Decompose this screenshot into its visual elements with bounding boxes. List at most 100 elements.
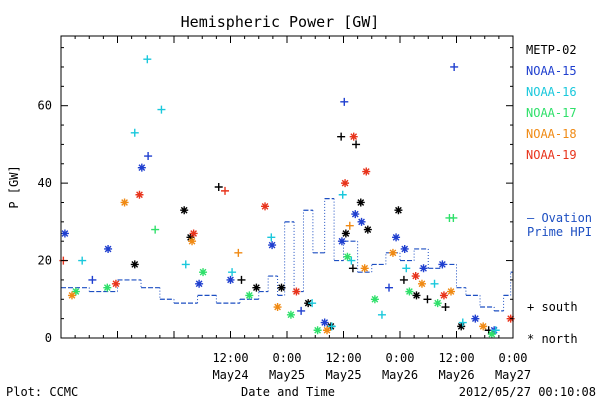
north-marker (180, 206, 189, 215)
series-noaa-15 (60, 62, 499, 335)
south-marker (337, 132, 346, 141)
north-marker (130, 260, 139, 269)
north-marker (71, 287, 80, 296)
y-tick-label: 40 (38, 176, 52, 190)
legend-entry-noaa-18: NOAA-18 (526, 127, 577, 141)
north-marker (111, 279, 120, 288)
x-tick-label-date: May26 (438, 368, 474, 382)
series-noaa-17 (71, 213, 496, 339)
north-marker (405, 287, 414, 296)
north-marker (388, 248, 397, 257)
north-marker (360, 264, 369, 273)
x-tick-label-time: 12:00 (212, 351, 248, 365)
series-metp-02 (130, 132, 493, 335)
north-marker (313, 326, 322, 335)
south-marker (143, 55, 152, 64)
north-marker (186, 233, 195, 242)
north-marker (417, 279, 426, 288)
north-marker (433, 299, 442, 308)
ovation-legend-line1: — Ovation (527, 211, 592, 225)
north-marker (137, 163, 146, 172)
south-marker (347, 256, 356, 265)
north-marker (120, 198, 129, 207)
north-marker (341, 229, 350, 238)
south-marker (423, 295, 432, 304)
north-marker (439, 291, 448, 300)
south-marker (78, 256, 87, 265)
x-axis-label: Date and Time (241, 385, 335, 399)
south-marker (399, 275, 408, 284)
series-noaa-18 (67, 198, 488, 335)
north-marker (268, 241, 277, 250)
south-marker (377, 310, 386, 319)
south-marker (327, 322, 336, 331)
north-marker (438, 260, 447, 269)
south-marker (214, 183, 223, 191)
south-marker (144, 152, 153, 161)
north-marker (341, 179, 350, 188)
north-marker (195, 279, 204, 288)
north-marker (292, 287, 301, 296)
north-marker (411, 272, 420, 281)
north-marker (343, 252, 352, 261)
south-marker (221, 186, 230, 195)
south-marker (458, 318, 467, 327)
south-marker (345, 221, 354, 230)
south-marker (441, 303, 450, 312)
south-marker (402, 264, 411, 273)
north-marker (400, 244, 409, 253)
ovation-series (61, 198, 513, 312)
south-marker (352, 140, 361, 149)
north-marker (60, 229, 69, 238)
north-marker (245, 291, 254, 300)
legend-entry-noaa-15: NOAA-15 (526, 64, 577, 78)
x-tick-label-time: 12:00 (325, 351, 361, 365)
north-marker (349, 132, 358, 141)
north-marker (261, 202, 270, 211)
north-marker (104, 244, 113, 253)
north-marker (363, 225, 372, 234)
legend-entry-noaa-16: NOAA-16 (526, 85, 577, 99)
north-marker (471, 314, 480, 323)
north-marker (135, 190, 144, 199)
y-tick-label: 60 (38, 99, 52, 113)
north-marker (337, 237, 346, 246)
x-tick-label-date: May26 (382, 368, 418, 382)
plot-credit: Plot: CCMC (6, 385, 78, 399)
legend-entry-noaa-19: NOAA-19 (526, 148, 577, 162)
series-noaa-16 (78, 55, 500, 335)
north-marker (394, 206, 403, 215)
axis-ticks: 12:00 May24 0:00 May25 12:00 May25 0:00 May26 12… (38, 36, 531, 382)
south-marker (130, 128, 139, 137)
north-marker (370, 295, 379, 304)
south-marker (297, 306, 306, 315)
north-marker (286, 310, 295, 319)
north-marker (199, 268, 208, 277)
north-marker (67, 291, 76, 300)
south-marker (157, 105, 166, 114)
south-marker (267, 233, 276, 242)
x-tick-label-date: May25 (325, 368, 361, 382)
south-marker (151, 225, 160, 234)
south-marker (491, 326, 500, 335)
x-tick-label-date: May24 (212, 368, 248, 382)
south-marker (88, 275, 97, 284)
x-tick-label-date: May25 (269, 368, 305, 382)
chart-title: Hemispheric Power [GW] (181, 13, 380, 31)
north-marker (362, 167, 371, 176)
y-tick-label: 0 (45, 331, 52, 345)
legend-entry-metp-02: METP-02 (526, 43, 577, 57)
north-marker (487, 330, 496, 339)
north-marker (419, 264, 428, 273)
ovation-legend-line2: Prime HPI (527, 225, 592, 239)
x-tick-label-date: May27 (495, 368, 531, 382)
x-tick-label-time: 0:00 (386, 351, 415, 365)
plot-timestamp: 2012/05/27 00:10:08 (459, 385, 596, 399)
y-tick-label: 20 (38, 254, 52, 268)
south-marker (450, 62, 459, 71)
plot-frame (60, 35, 514, 339)
north-marker (320, 318, 329, 327)
x-tick-label-time: 0:00 (273, 351, 302, 365)
south-marker (234, 248, 243, 257)
